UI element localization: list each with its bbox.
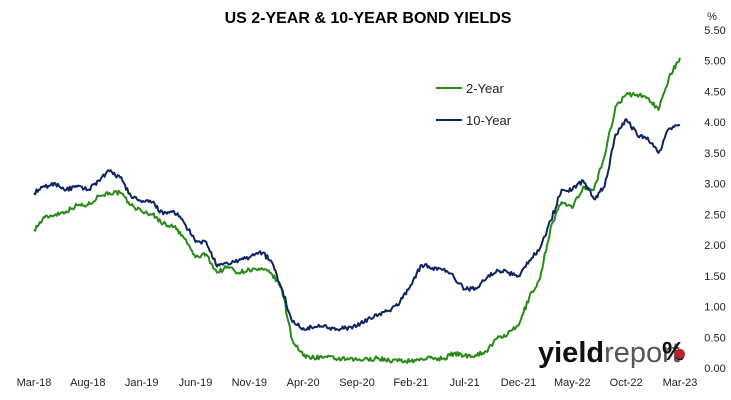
x-tick-label: Jan-19 — [125, 377, 159, 389]
y-tick-label: 3.50 — [704, 148, 725, 160]
y-tick-label: 0.50 — [704, 332, 725, 344]
x-tick-label: Jul-21 — [450, 377, 480, 389]
series-line-10-year — [33, 118, 681, 332]
chart-title: US 2-YEAR & 10-YEAR BOND YIELDS — [225, 10, 512, 27]
x-tick-label: Oct-22 — [610, 377, 643, 389]
y-tick-label: 1.00 — [704, 302, 725, 314]
legend: 2-Year 10-Year — [436, 81, 512, 128]
x-tick-label: Sep-20 — [339, 377, 374, 389]
y-tick-label: 4.50 — [704, 86, 725, 98]
x-tick-label: Dec-21 — [501, 377, 536, 389]
y-tick-label: 5.50 — [704, 25, 725, 37]
series-line-2-year — [33, 57, 681, 364]
x-tick-label: Feb-21 — [393, 377, 428, 389]
x-tick-label: Mar-23 — [663, 377, 698, 389]
legend-label: 2-Year — [466, 81, 504, 96]
y-tick-label: 3.00 — [704, 179, 725, 191]
series-lines — [33, 57, 681, 364]
legend-label: 10-Year — [466, 113, 512, 128]
y-tick-label: 5.00 — [704, 56, 725, 68]
y-tick-label: 1.50 — [704, 271, 725, 283]
x-tick-label: Nov-19 — [232, 377, 267, 389]
logo-red-dot-icon — [675, 349, 685, 359]
y-axis: 0.00 0.50 1.00 1.50 2.00 2.50 3.00 3.50 4.00 4.50… — [704, 25, 725, 375]
x-tick-label: Aug-18 — [70, 377, 105, 389]
y-tick-label: 2.50 — [704, 209, 725, 221]
yieldreport-logo: yieldreport% — [538, 336, 685, 369]
x-tick-label: Jun-19 — [179, 377, 213, 389]
x-tick-label: May-22 — [554, 377, 591, 389]
y-tick-label: 2.00 — [704, 240, 725, 252]
logo-text: yieldreport — [538, 337, 680, 369]
x-tick-label: Mar-18 — [17, 377, 52, 389]
x-tick-label: Apr-20 — [287, 377, 320, 389]
x-axis: Mar-18 Aug-18 Jan-19 Jun-19 Nov-19 Apr-20 Sep-… — [17, 377, 698, 389]
y-axis-unit: % — [707, 11, 717, 23]
y-tick-label: 0.00 — [704, 363, 725, 375]
y-tick-label: 4.00 — [704, 117, 725, 129]
